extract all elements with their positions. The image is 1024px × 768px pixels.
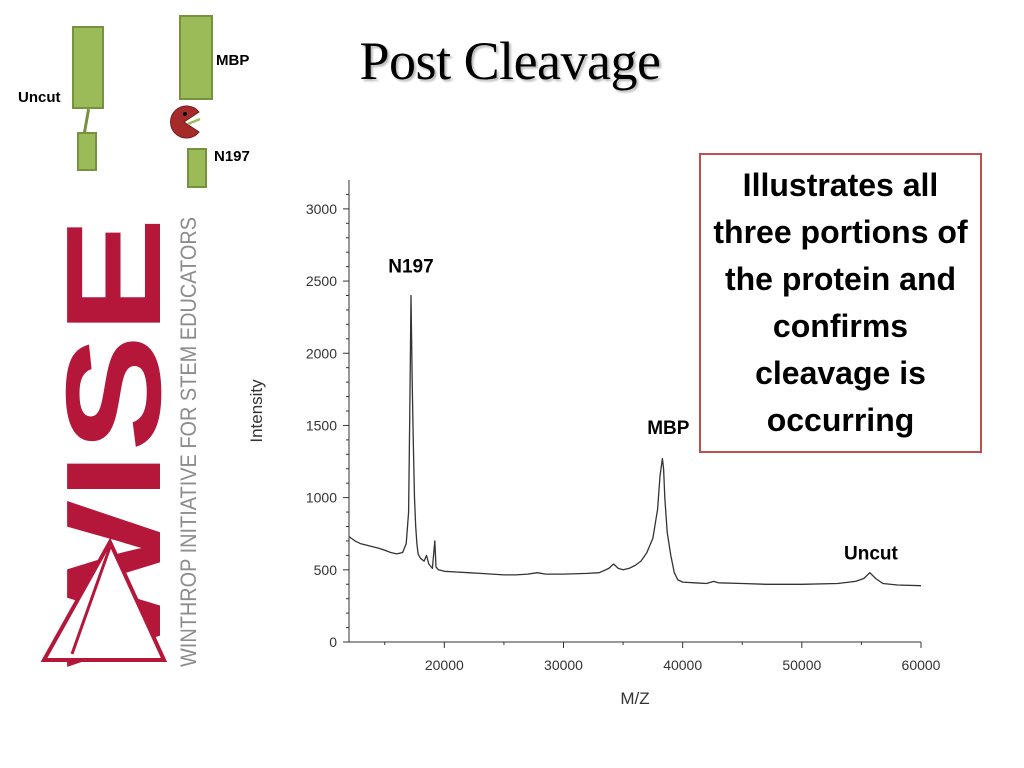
- y-tick-label: 1000: [306, 490, 337, 506]
- x-tick-label: 40000: [663, 657, 702, 673]
- x-tick-label: 30000: [544, 657, 583, 673]
- wise-logo: WISE WINTHROP INITIATIVE FOR STEM EDUCAT…: [38, 212, 203, 670]
- n197-diagram-label: N197: [214, 148, 250, 165]
- uncut-n197-bar: [77, 132, 97, 171]
- svg-text:WINTHROP INITIATIVE FOR STEM E: WINTHROP INITIATIVE FOR STEM EDUCATORS: [176, 217, 201, 667]
- mbp-diagram-label: MBP: [216, 52, 250, 69]
- cleaved-n197-bar: [187, 148, 207, 188]
- y-tick-label: 500: [314, 562, 338, 578]
- chart-axes: 0 500 1000 1500 2000 2500 3000 20000 30000 40000 5…: [306, 180, 940, 673]
- wise-triangle-mark: [40, 537, 168, 662]
- cleaved-mbp-bar: [179, 15, 213, 100]
- chart-marks: N197 MBP Uncut: [348, 256, 922, 587]
- mass-spectrum-chart: 0 500 1000 1500 2000 2500 3000 20000 30000 40000 5…: [247, 180, 940, 708]
- wise-tagline: WINTHROP INITIATIVE FOR STEM EDUCATORS: [176, 217, 201, 667]
- peak-label-mbp: MBP: [647, 418, 690, 439]
- peak-label-n197: N197: [388, 256, 433, 277]
- uncut-linker: [82, 108, 91, 134]
- x-tick-label: 20000: [425, 657, 464, 673]
- spectrum-line: [348, 294, 922, 587]
- peak-label-uncut: Uncut: [844, 544, 899, 565]
- slide-title: Post Cleavage: [359, 31, 661, 91]
- x-axis-label: M/Z: [620, 689, 649, 708]
- y-tick-label: 3000: [306, 201, 337, 217]
- pacman-enzyme-icon: [170, 105, 201, 139]
- y-tick-label: 1500: [306, 417, 337, 433]
- y-tick-label: 2500: [306, 273, 337, 289]
- x-tick-label: 60000: [902, 657, 940, 673]
- y-tick-label: 0: [329, 634, 337, 650]
- uncut-mbp-bar: [72, 26, 104, 109]
- y-axis-label: Intensity: [247, 379, 266, 443]
- x-tick-label: 50000: [782, 657, 821, 673]
- callout-box: Illustrates all three portions of the pr…: [699, 153, 982, 453]
- y-tick-label: 2000: [306, 345, 337, 361]
- uncut-label: Uncut: [18, 89, 61, 106]
